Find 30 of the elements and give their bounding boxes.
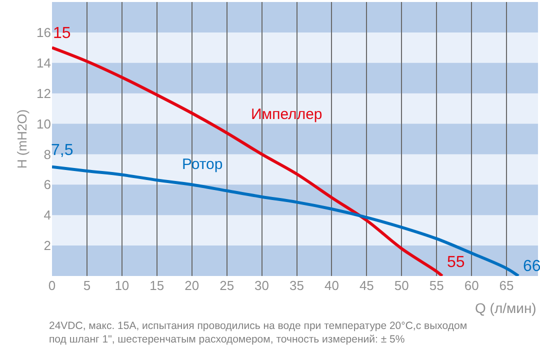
x-tick-label: 60 <box>464 278 479 293</box>
x-tick-label: 5 <box>83 278 91 293</box>
x-axis-title: Q (л/мин) <box>475 300 536 316</box>
y-tick-label: 2 <box>44 238 51 254</box>
annotation: 7,5 <box>51 142 74 159</box>
y-axis-title: H (mH2O) <box>14 109 30 169</box>
x-tick-label: 35 <box>290 278 304 293</box>
x-tick-label: 15 <box>150 278 164 293</box>
x-tick-label: 55 <box>429 278 444 293</box>
x-tick-label: 30 <box>254 278 270 293</box>
y-tick-label: 6 <box>44 177 51 192</box>
y-tick-label: 8 <box>44 146 51 162</box>
y-tick-label: 10 <box>36 116 51 132</box>
annotation: 66 <box>523 258 540 275</box>
y-tick-label: 12 <box>36 86 51 101</box>
y-tick-label: 16 <box>36 24 51 40</box>
x-tick-label: 50 <box>394 278 409 293</box>
y-tick-label: 4 <box>44 208 51 223</box>
annotation: 55 <box>447 254 465 271</box>
line-series <box>52 46 444 276</box>
y-tick-label: 14 <box>36 55 51 70</box>
x-tick-label: 0 <box>48 278 56 293</box>
x-tick-label: 10 <box>114 278 130 293</box>
x-tick-label: 65 <box>499 278 514 293</box>
x-tick-label: 40 <box>324 278 339 293</box>
x-tick-label: 45 <box>359 278 374 293</box>
x-tick-label: 20 <box>184 278 200 293</box>
text: 24VDC, макс. 15А, испытания проводились на воде при температуре 20°С,с выходом под шланг 1", шестеренчатым расходомером, точность измерений: ± 5% <box>49 320 468 346</box>
x-tick-label: 25 <box>220 278 234 293</box>
annotation: 15 <box>53 25 71 42</box>
